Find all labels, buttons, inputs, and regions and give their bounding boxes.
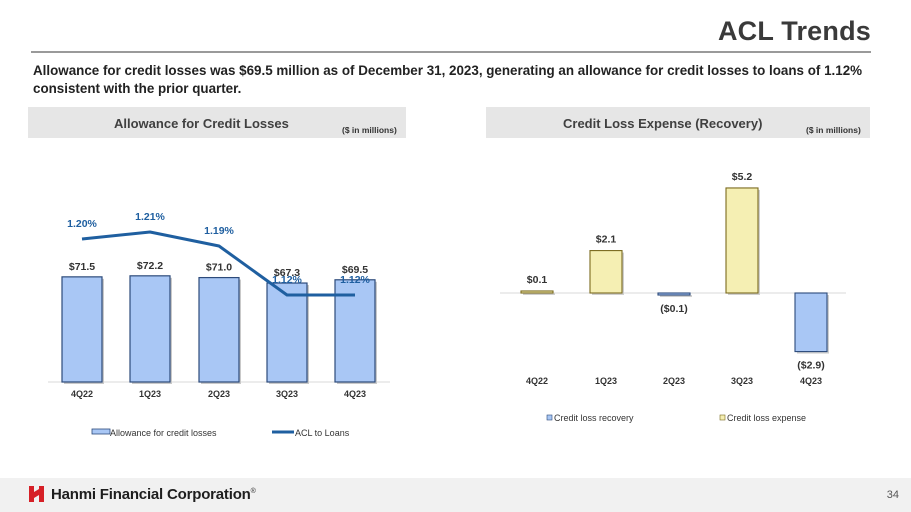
acl-x-tick-label: 3Q23 [276,389,298,399]
expense-bar-shadow [660,295,692,298]
acl-ratio-label: 1.12% [340,274,370,286]
footer-bar [0,478,911,512]
acl-panel-title: Allowance for Credit Losses [114,116,289,131]
acl-bar [129,275,171,383]
acl-bar-value-label: $72.2 [137,260,163,272]
expense-bar-value-label: ($0.1) [660,303,687,315]
title-divider [31,51,871,53]
page-number: 34 [886,489,899,501]
company-name: Hanmi Financial Corporation® [51,486,256,503]
hanmi-logo-icon [29,486,44,502]
acl-x-tick-label: 4Q23 [344,389,366,399]
expense-x-tick-label: 4Q23 [800,376,822,386]
expense-x-tick-label: 2Q23 [663,376,685,386]
acl-legend-bar-swatch [91,428,111,435]
acl-panel-header: Allowance for Credit Losses ($ in millio… [28,107,406,138]
expense-bar-shadow [523,292,555,295]
expense-panel-title: Credit Loss Expense (Recovery) [563,116,763,131]
expense-legend-recovery-label: Credit loss recovery [554,413,634,423]
summary-text: Allowance for credit losses was $69.5 mi… [33,63,863,96]
expense-x-tick-label: 3Q23 [731,376,753,386]
acl-ratio-label: 1.19% [204,225,234,237]
acl-legend-line-label: ACL to Loans [295,428,350,438]
acl-bar-value-label: $71.0 [206,262,232,274]
acl-bar-value-label: $69.5 [342,264,368,276]
expense-bar [589,250,623,294]
expense-legend-expense-swatch [719,414,726,421]
expense-panel-unit: ($ in millions) [806,125,861,135]
acl-bar [334,279,376,383]
expense-bar [520,290,554,294]
expense-bar [725,187,759,294]
acl-bar-value-label: $71.5 [69,261,95,273]
expense-legend-expense-label: Credit loss expense [727,413,806,423]
acl-ratio-label: 1.21% [135,211,165,223]
acl-ratio-line [81,230,355,297]
acl-panel-unit: ($ in millions) [342,125,397,135]
page-title: ACL Trends [717,16,871,46]
expense-bar-value-label: ($2.9) [797,360,824,372]
acl-bar [61,276,103,383]
acl-bar [198,276,240,383]
acl-ratio-label: 1.12% [272,274,302,286]
expense-x-tick-label: 4Q22 [526,376,548,386]
acl-legend-bar-label: Allowance for credit losses [110,428,217,438]
acl-chart: $71.5 4Q22 $72.2 1Q23 $71.0 2Q23 $67.3 3Q23 $69.… [48,211,390,438]
expense-x-tick-label: 1Q23 [595,376,617,386]
expense-legend-recovery-swatch [546,414,553,421]
expense-bar-value-label: $5.2 [732,171,753,183]
acl-x-tick-label: 1Q23 [139,389,161,399]
acl-ratio-label: 1.20% [67,218,97,230]
expense-bar [657,292,691,296]
acl-bar-value-label: $67.3 [274,267,300,279]
acl-x-tick-label: 2Q23 [208,389,230,399]
acl-x-tick-label: 4Q22 [71,389,93,399]
credit-loss-expense-chart: $0.1 4Q22 $2.1 1Q23 ($0.1) 2Q23 $5.2 3Q23 ($2.9)… [500,171,846,423]
expense-panel-header: Credit Loss Expense (Recovery) ($ in mil… [486,107,870,138]
expense-bar-value-label: $2.1 [596,234,617,246]
expense-bar [794,292,828,353]
acl-bar [266,282,308,383]
expense-bar-value-label: $0.1 [527,274,548,286]
